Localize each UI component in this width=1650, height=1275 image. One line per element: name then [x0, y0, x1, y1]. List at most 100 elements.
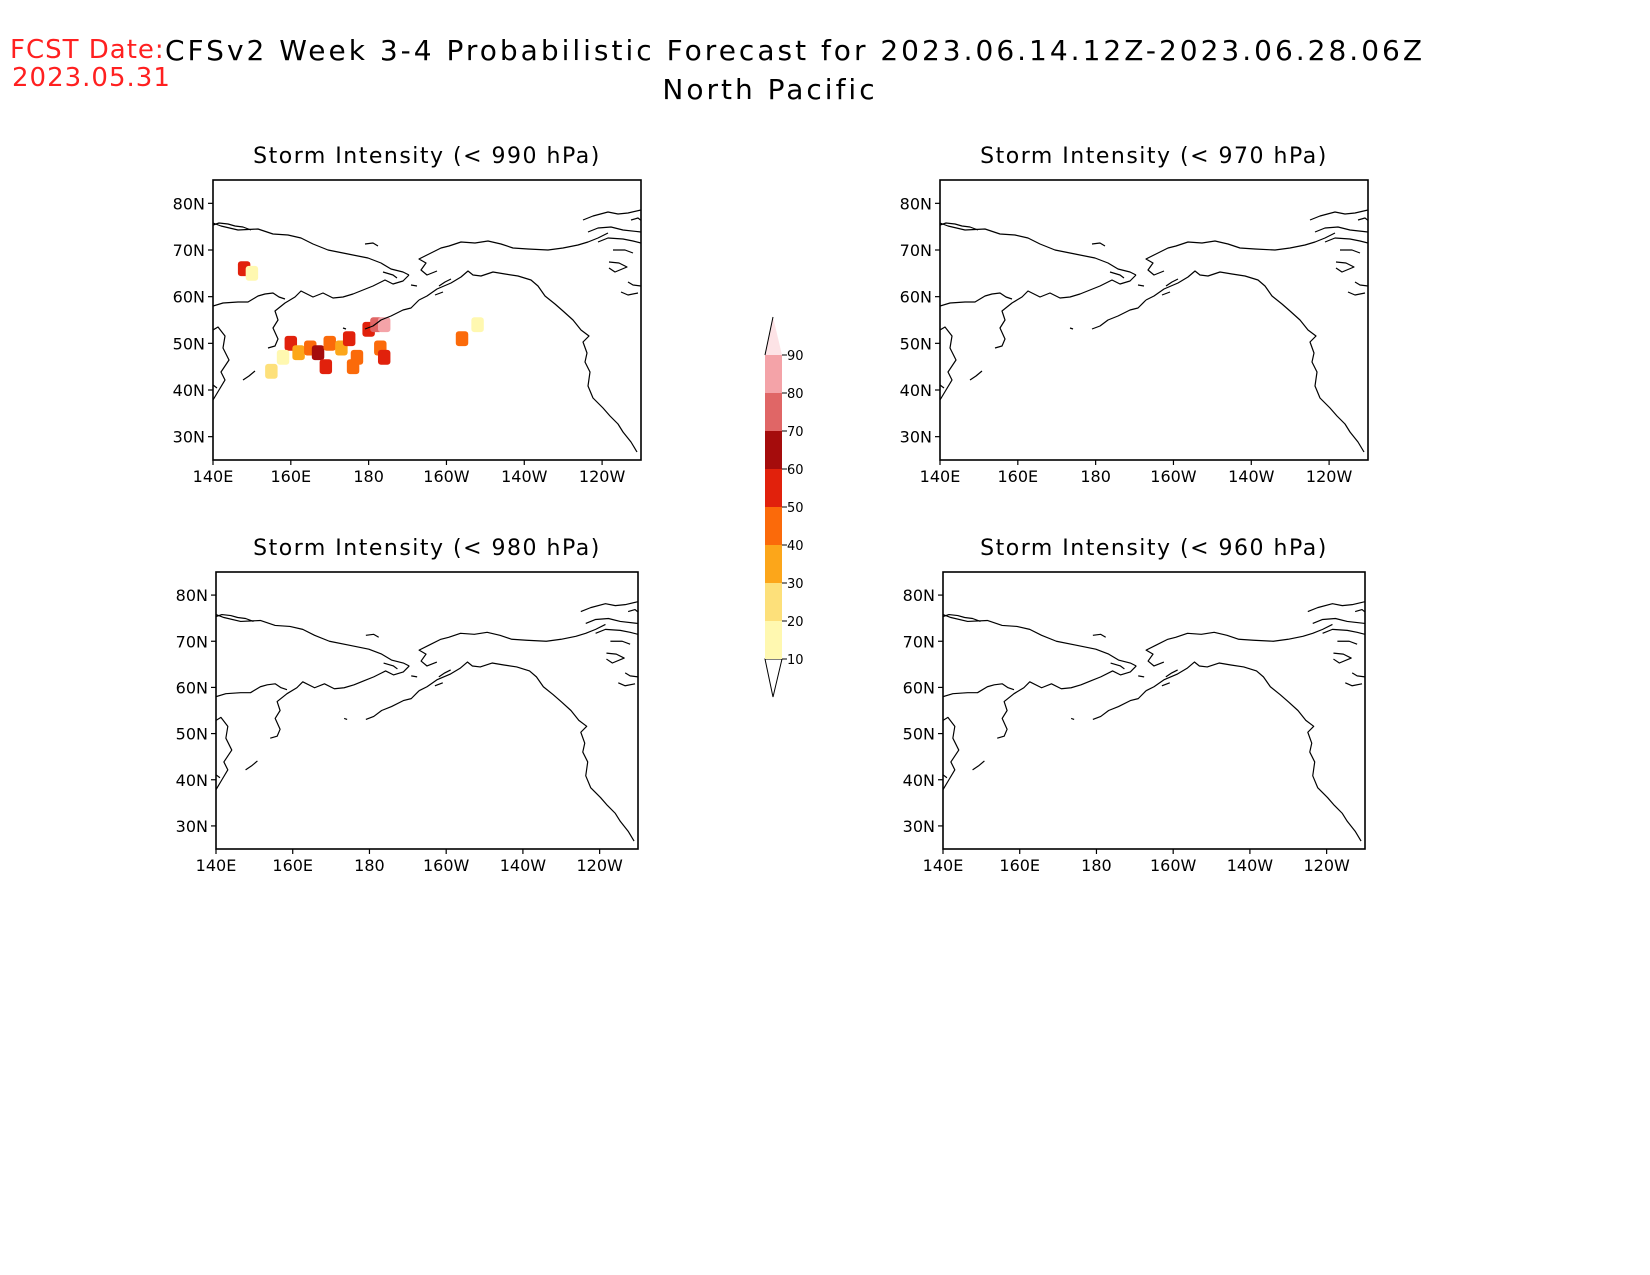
map-panel-p970: Storm Intensity (< 970 hPa) 80N 70N 60N 50N 4…: [900, 144, 1369, 486]
map-frame: [942, 571, 1366, 850]
colorbar-label: 80: [787, 387, 804, 402]
lon-label: 140E: [923, 856, 964, 875]
lat-label: 40N: [173, 381, 205, 400]
probability-cell: [455, 331, 469, 347]
lat-label: 60N: [173, 288, 205, 307]
colorbar-segment: [765, 507, 782, 545]
probability-cell: [245, 265, 259, 281]
lat-label: 50N: [900, 334, 932, 353]
colorbar-label: 10: [787, 653, 804, 668]
lon-label: 140E: [196, 856, 237, 875]
lon-label: 140W: [1228, 467, 1275, 486]
probability-cell: [346, 359, 360, 375]
lat-label: 50N: [173, 334, 205, 353]
probability-cell: [276, 349, 290, 365]
colorbar-segment: [765, 545, 782, 583]
lat-label: 70N: [900, 241, 932, 260]
lon-label: 160W: [1150, 467, 1197, 486]
panel-title: Storm Intensity (< 980 hPa): [253, 536, 601, 561]
lon-label: 160E: [997, 467, 1038, 486]
lat-label: 60N: [903, 678, 935, 697]
lon-label: 140E: [920, 467, 961, 486]
lat-label: 30N: [900, 428, 932, 447]
colorbar-segment: [765, 621, 782, 659]
probability-cell: [377, 317, 391, 333]
colorbar-segment: [765, 431, 782, 469]
lon-label: 160W: [1150, 856, 1197, 875]
map-panel-p990: Storm Intensity (< 990 hPa) 80N 70N 60N 50N 4…: [173, 144, 642, 486]
lat-label: 40N: [900, 381, 932, 400]
lon-label: 160E: [270, 467, 311, 486]
probability-cell: [265, 363, 278, 379]
lat-label: 70N: [176, 632, 208, 651]
coastline: [213, 209, 641, 453]
lon-label: 140W: [1227, 856, 1274, 875]
figure-region-subtitle: North Pacific: [662, 73, 877, 106]
probability-cell: [292, 345, 305, 361]
colorbar-segment: [765, 355, 782, 393]
coastline: [943, 601, 1365, 842]
map-panel-p960: Storm Intensity (< 960 hPa) 80N 70N 60N 50N 4…: [903, 536, 1366, 875]
lat-label: 30N: [173, 428, 205, 447]
lat-label: 60N: [176, 678, 208, 697]
lon-label: 140W: [500, 856, 547, 875]
lon-label: 180: [1080, 467, 1111, 486]
probability-shading: [237, 261, 484, 379]
lon-label: 140E: [193, 467, 234, 486]
probability-cell: [342, 331, 356, 347]
colorbar-label: 90: [787, 349, 804, 364]
panel-title: Storm Intensity (< 970 hPa): [980, 144, 1328, 169]
probability-cell: [471, 317, 484, 333]
map-frame: [215, 571, 639, 850]
colorbar-label: 50: [787, 501, 804, 516]
map-frame: [939, 179, 1369, 461]
lat-label: 80N: [900, 194, 932, 213]
figure-title: CFSv2 Week 3-4 Probabilistic Forecast fo…: [165, 34, 1425, 67]
lat-label: 60N: [900, 288, 932, 307]
lat-label: 70N: [903, 632, 935, 651]
lon-label: 120W: [1303, 856, 1350, 875]
fcst-date-label: FCST Date:: [10, 35, 165, 65]
probability-cell: [323, 335, 336, 351]
lon-label: 160E: [272, 856, 313, 875]
colorbar-segment: [765, 583, 782, 621]
fcst-date-value: 2023.05.31: [12, 63, 171, 93]
lon-label: 180: [354, 856, 385, 875]
lat-label: 80N: [173, 194, 205, 213]
colorbar-legend: 10 20 30 40 50 60 70 80 90: [764, 316, 804, 698]
colorbar-label: 70: [787, 425, 804, 440]
lat-label: 30N: [903, 817, 935, 836]
colorbar-segment: [765, 469, 782, 507]
lon-label: 120W: [576, 856, 623, 875]
lat-label: 50N: [176, 725, 208, 744]
map-frame: [212, 179, 642, 461]
colorbar-lower-extension: [764, 658, 783, 698]
coastline: [216, 601, 638, 842]
lon-label: 120W: [579, 467, 626, 486]
lon-label: 180: [1081, 856, 1112, 875]
probability-cell: [319, 359, 333, 375]
colorbar-label: 40: [787, 539, 804, 554]
lon-label: 180: [353, 467, 384, 486]
coastline: [940, 209, 1368, 453]
lat-label: 80N: [903, 586, 935, 605]
probability-cell: [377, 349, 391, 365]
colorbar-segment: [765, 393, 782, 431]
colorbar-label: 20: [787, 615, 804, 630]
lon-label: 160W: [423, 856, 470, 875]
panel-title: Storm Intensity (< 990 hPa): [253, 144, 601, 169]
lat-label: 50N: [903, 725, 935, 744]
lat-label: 30N: [176, 817, 208, 836]
panel-title: Storm Intensity (< 960 hPa): [980, 536, 1328, 561]
probability-cell: [311, 345, 325, 361]
colorbar-upper-extension: [765, 317, 782, 355]
lon-label: 140W: [501, 467, 548, 486]
lat-label: 40N: [903, 771, 935, 790]
lat-label: 80N: [176, 586, 208, 605]
map-panel-p980: Storm Intensity (< 980 hPa) 80N 70N 60N 50N 4…: [176, 536, 639, 875]
lat-label: 70N: [173, 241, 205, 260]
lat-label: 40N: [176, 771, 208, 790]
colorbar-label: 30: [787, 577, 804, 592]
lon-label: 160E: [999, 856, 1040, 875]
